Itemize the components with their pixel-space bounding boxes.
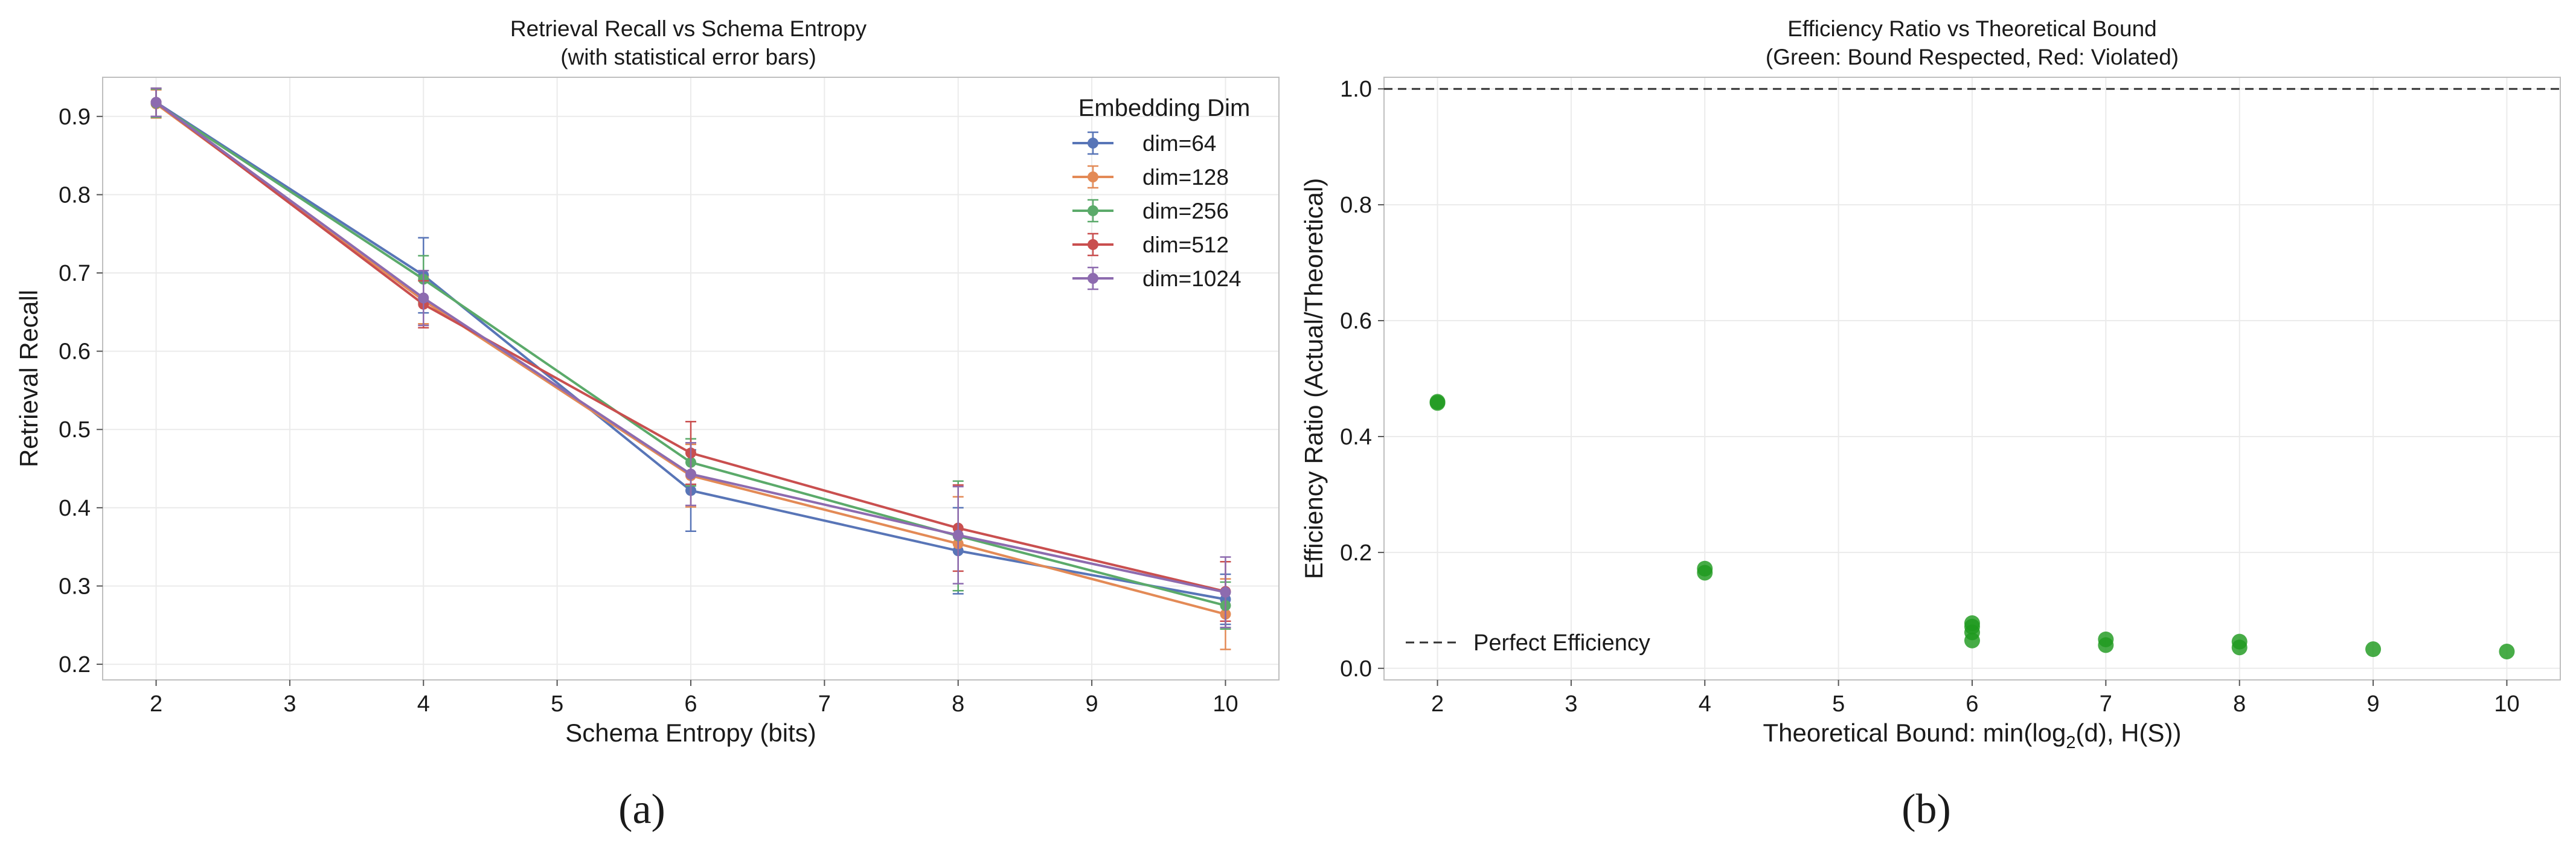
legend-entry-dim-64: dim=64 [1072, 131, 1216, 156]
chart-b: Efficiency Ratio vs Theoretical Bound (G… [1299, 16, 2561, 833]
chart-a-x-tick-labels: 2 3 4 5 6 7 8 9 10 [150, 680, 1238, 717]
x-tick-label: 8 [2233, 691, 2246, 717]
scatter-point [2231, 633, 2248, 650]
scatter-point [2365, 641, 2382, 658]
legend-marker-swatch [1088, 273, 1098, 284]
chart-b-y-tick-labels: 0.0 0.2 0.4 0.6 0.8 1.0 [1340, 77, 1384, 682]
legend-label-perfect-efficiency: Perfect Efficiency [1473, 630, 1650, 656]
legend-label: dim=64 [1142, 131, 1216, 156]
y-tick-label: 0.4 [1340, 424, 1372, 450]
x-tick-label: 3 [283, 691, 296, 717]
chart-a-y-axis-label: Retrieval Recall [14, 290, 43, 467]
x-tick-label: 6 [1966, 691, 1978, 717]
legend-label: dim=512 [1142, 232, 1229, 257]
scatter-point [1429, 394, 1446, 410]
chart-b-x-label-suffix: (d), H(S)) [2076, 719, 2182, 747]
y-tick-label: 1.0 [1340, 77, 1372, 102]
legend-entry-dim-128: dim=128 [1072, 165, 1229, 190]
chart-b-x-axis-label: Theoretical Bound: min(log2(d), H(S)) [1763, 719, 2181, 752]
y-tick-label: 0.8 [1340, 193, 1372, 218]
y-tick-label: 0.4 [59, 496, 91, 521]
x-tick-label: 10 [2494, 691, 2519, 717]
series-dim-1024 [150, 87, 1231, 629]
legend-marker-swatch [1088, 239, 1098, 250]
legend-entry-dim-1024: dim=1024 [1072, 266, 1242, 291]
y-tick-label: 0.9 [59, 104, 91, 130]
data-point [150, 97, 162, 108]
legend-label: dim=1024 [1142, 266, 1242, 291]
y-tick-label: 0.7 [59, 261, 91, 286]
chart-b-points [1429, 394, 2515, 659]
y-tick-label: 0.0 [1340, 656, 1372, 682]
chart-b-legend: Perfect Efficiency [1406, 630, 1650, 656]
y-tick-label: 0.3 [59, 574, 91, 599]
legend-marker-swatch [1088, 171, 1098, 182]
panel-label-a: (a) [618, 786, 665, 833]
chart-b-x-label-subscript: 2 [2066, 733, 2075, 752]
x-tick-label: 5 [551, 691, 563, 717]
legend-marker-swatch [1088, 138, 1098, 149]
chart-b-subtitle: (Green: Bound Respected, Red: Violated) [1766, 45, 2179, 69]
y-tick-label: 0.2 [59, 652, 91, 677]
legend-entry-dim-256: dim=256 [1072, 199, 1229, 223]
x-tick-label: 8 [952, 691, 964, 717]
chart-b-title: Efficiency Ratio vs Theoretical Bound [1787, 16, 2157, 41]
scatter-point [1697, 560, 1713, 577]
x-tick-label: 9 [1086, 691, 1098, 717]
chart-a-x-axis-label: Schema Entropy (bits) [565, 719, 816, 747]
legend-marker-swatch [1088, 205, 1098, 216]
x-tick-label: 6 [684, 691, 697, 717]
scatter-point [1964, 615, 1980, 631]
chart-b-y-axis-label: Efficiency Ratio (Actual/Theoretical) [1299, 178, 1328, 580]
chart-b-x-tick-labels: 2 3 4 5 6 7 8 9 10 [1431, 680, 2520, 717]
chart-a-series [150, 87, 1231, 650]
y-tick-label: 0.6 [59, 339, 91, 365]
chart-a-subtitle: (with statistical error bars) [560, 45, 816, 69]
y-tick-label: 0.5 [59, 417, 91, 443]
y-tick-label: 0.8 [59, 182, 91, 208]
data-point [1220, 586, 1231, 598]
legend-title: Embedding Dim [1078, 95, 1251, 121]
data-point [952, 530, 964, 541]
y-tick-label: 0.2 [1340, 540, 1372, 566]
x-tick-label: 7 [2100, 691, 2112, 717]
x-tick-label: 5 [1832, 691, 1845, 717]
chart-a-y-tick-labels: 0.2 0.3 0.4 0.5 0.6 0.7 0.8 0.9 [59, 104, 103, 677]
x-tick-label: 2 [1431, 691, 1444, 717]
panel-label-b: (b) [1902, 786, 1951, 833]
x-tick-label: 2 [150, 691, 162, 717]
chart-a-title: Retrieval Recall vs Schema Entropy [510, 16, 867, 41]
x-tick-label: 7 [818, 691, 831, 717]
chart-b-x-label-prefix: Theoretical Bound: min(log [1763, 719, 2066, 747]
legend-entry-dim-512: dim=512 [1072, 232, 1229, 257]
chart-a: Retrieval Recall vs Schema Entropy (with… [14, 16, 1280, 833]
legend-label: dim=128 [1142, 165, 1229, 190]
x-tick-label: 10 [1213, 691, 1238, 717]
x-tick-label: 9 [2367, 691, 2380, 717]
x-tick-label: 4 [417, 691, 430, 717]
scatter-point [2098, 631, 2114, 647]
x-tick-label: 3 [1565, 691, 1577, 717]
legend-label: dim=256 [1142, 199, 1229, 223]
chart-a-legend: Embedding Dim dim=64 dim=128 dim=256 dim=51… [1072, 95, 1250, 291]
data-point [418, 292, 429, 304]
y-tick-label: 0.6 [1340, 309, 1372, 334]
data-point [685, 469, 696, 480]
x-tick-label: 4 [1699, 691, 1711, 717]
scatter-point [2499, 643, 2515, 659]
